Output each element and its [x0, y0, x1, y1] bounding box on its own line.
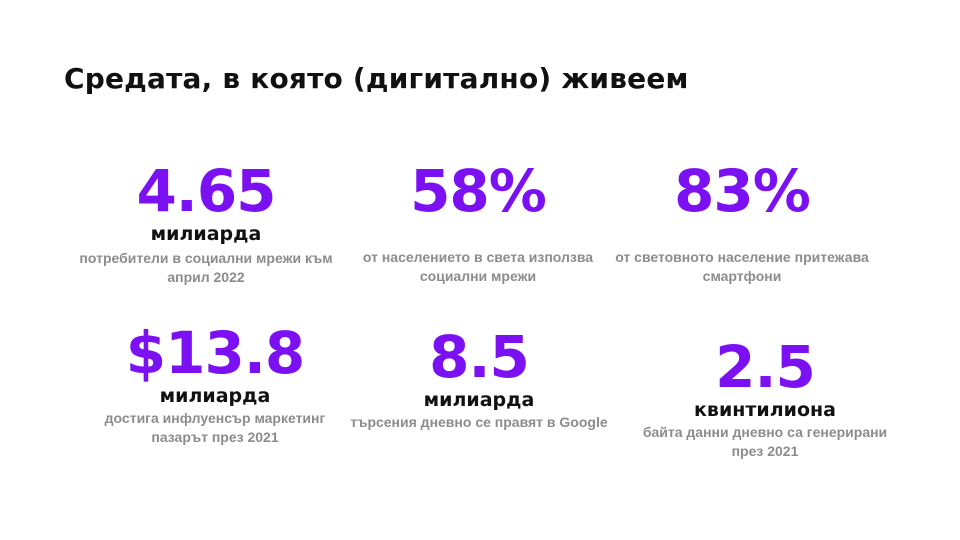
- stat-value: $13.8: [125, 319, 305, 387]
- slide-title: Средата, в която (дигитално) живеем: [64, 62, 689, 95]
- stat-description: от населението в света използва социални…: [362, 249, 594, 284]
- stat-smartphone-share: 83% от световното население притежава см…: [612, 162, 872, 286]
- stat-description: търсения дневно се правят в Google: [350, 413, 608, 430]
- stat-value: 4.65: [136, 157, 276, 225]
- stat-value: 2.5: [715, 333, 816, 401]
- stat-unit: милиарда: [423, 389, 535, 411]
- stat-social-media-users: 4.65 милиарда потребители в социални мре…: [76, 162, 336, 287]
- stat-google-searches: 8.5 милиарда търсения дневно се правят в…: [349, 328, 609, 432]
- stat-unit: милиарда: [159, 385, 271, 407]
- stat-description: байта данни дневно са генерирани през 20…: [642, 423, 888, 459]
- stat-value: 58%: [410, 157, 547, 225]
- stat-description: потребители в социални мрежи към април 2…: [79, 249, 333, 285]
- stat-value: 8.5: [429, 323, 530, 391]
- stat-influencer-market: $13.8 милиарда достига инфлуенсър маркет…: [85, 324, 345, 447]
- stat-unit: квинтилиона: [694, 399, 836, 421]
- stat-description: достига инфлуенсър маркетинг пазарът пре…: [104, 409, 326, 445]
- stat-social-media-share: 58% от населението в света използва соци…: [348, 162, 608, 286]
- stat-value: 83%: [674, 157, 811, 225]
- stat-data-generated: 2.5 квинтилиона байта данни дневно са ге…: [635, 338, 895, 461]
- stat-unit: милиарда: [150, 223, 262, 245]
- stat-description: от световното население притежава смартф…: [615, 249, 869, 284]
